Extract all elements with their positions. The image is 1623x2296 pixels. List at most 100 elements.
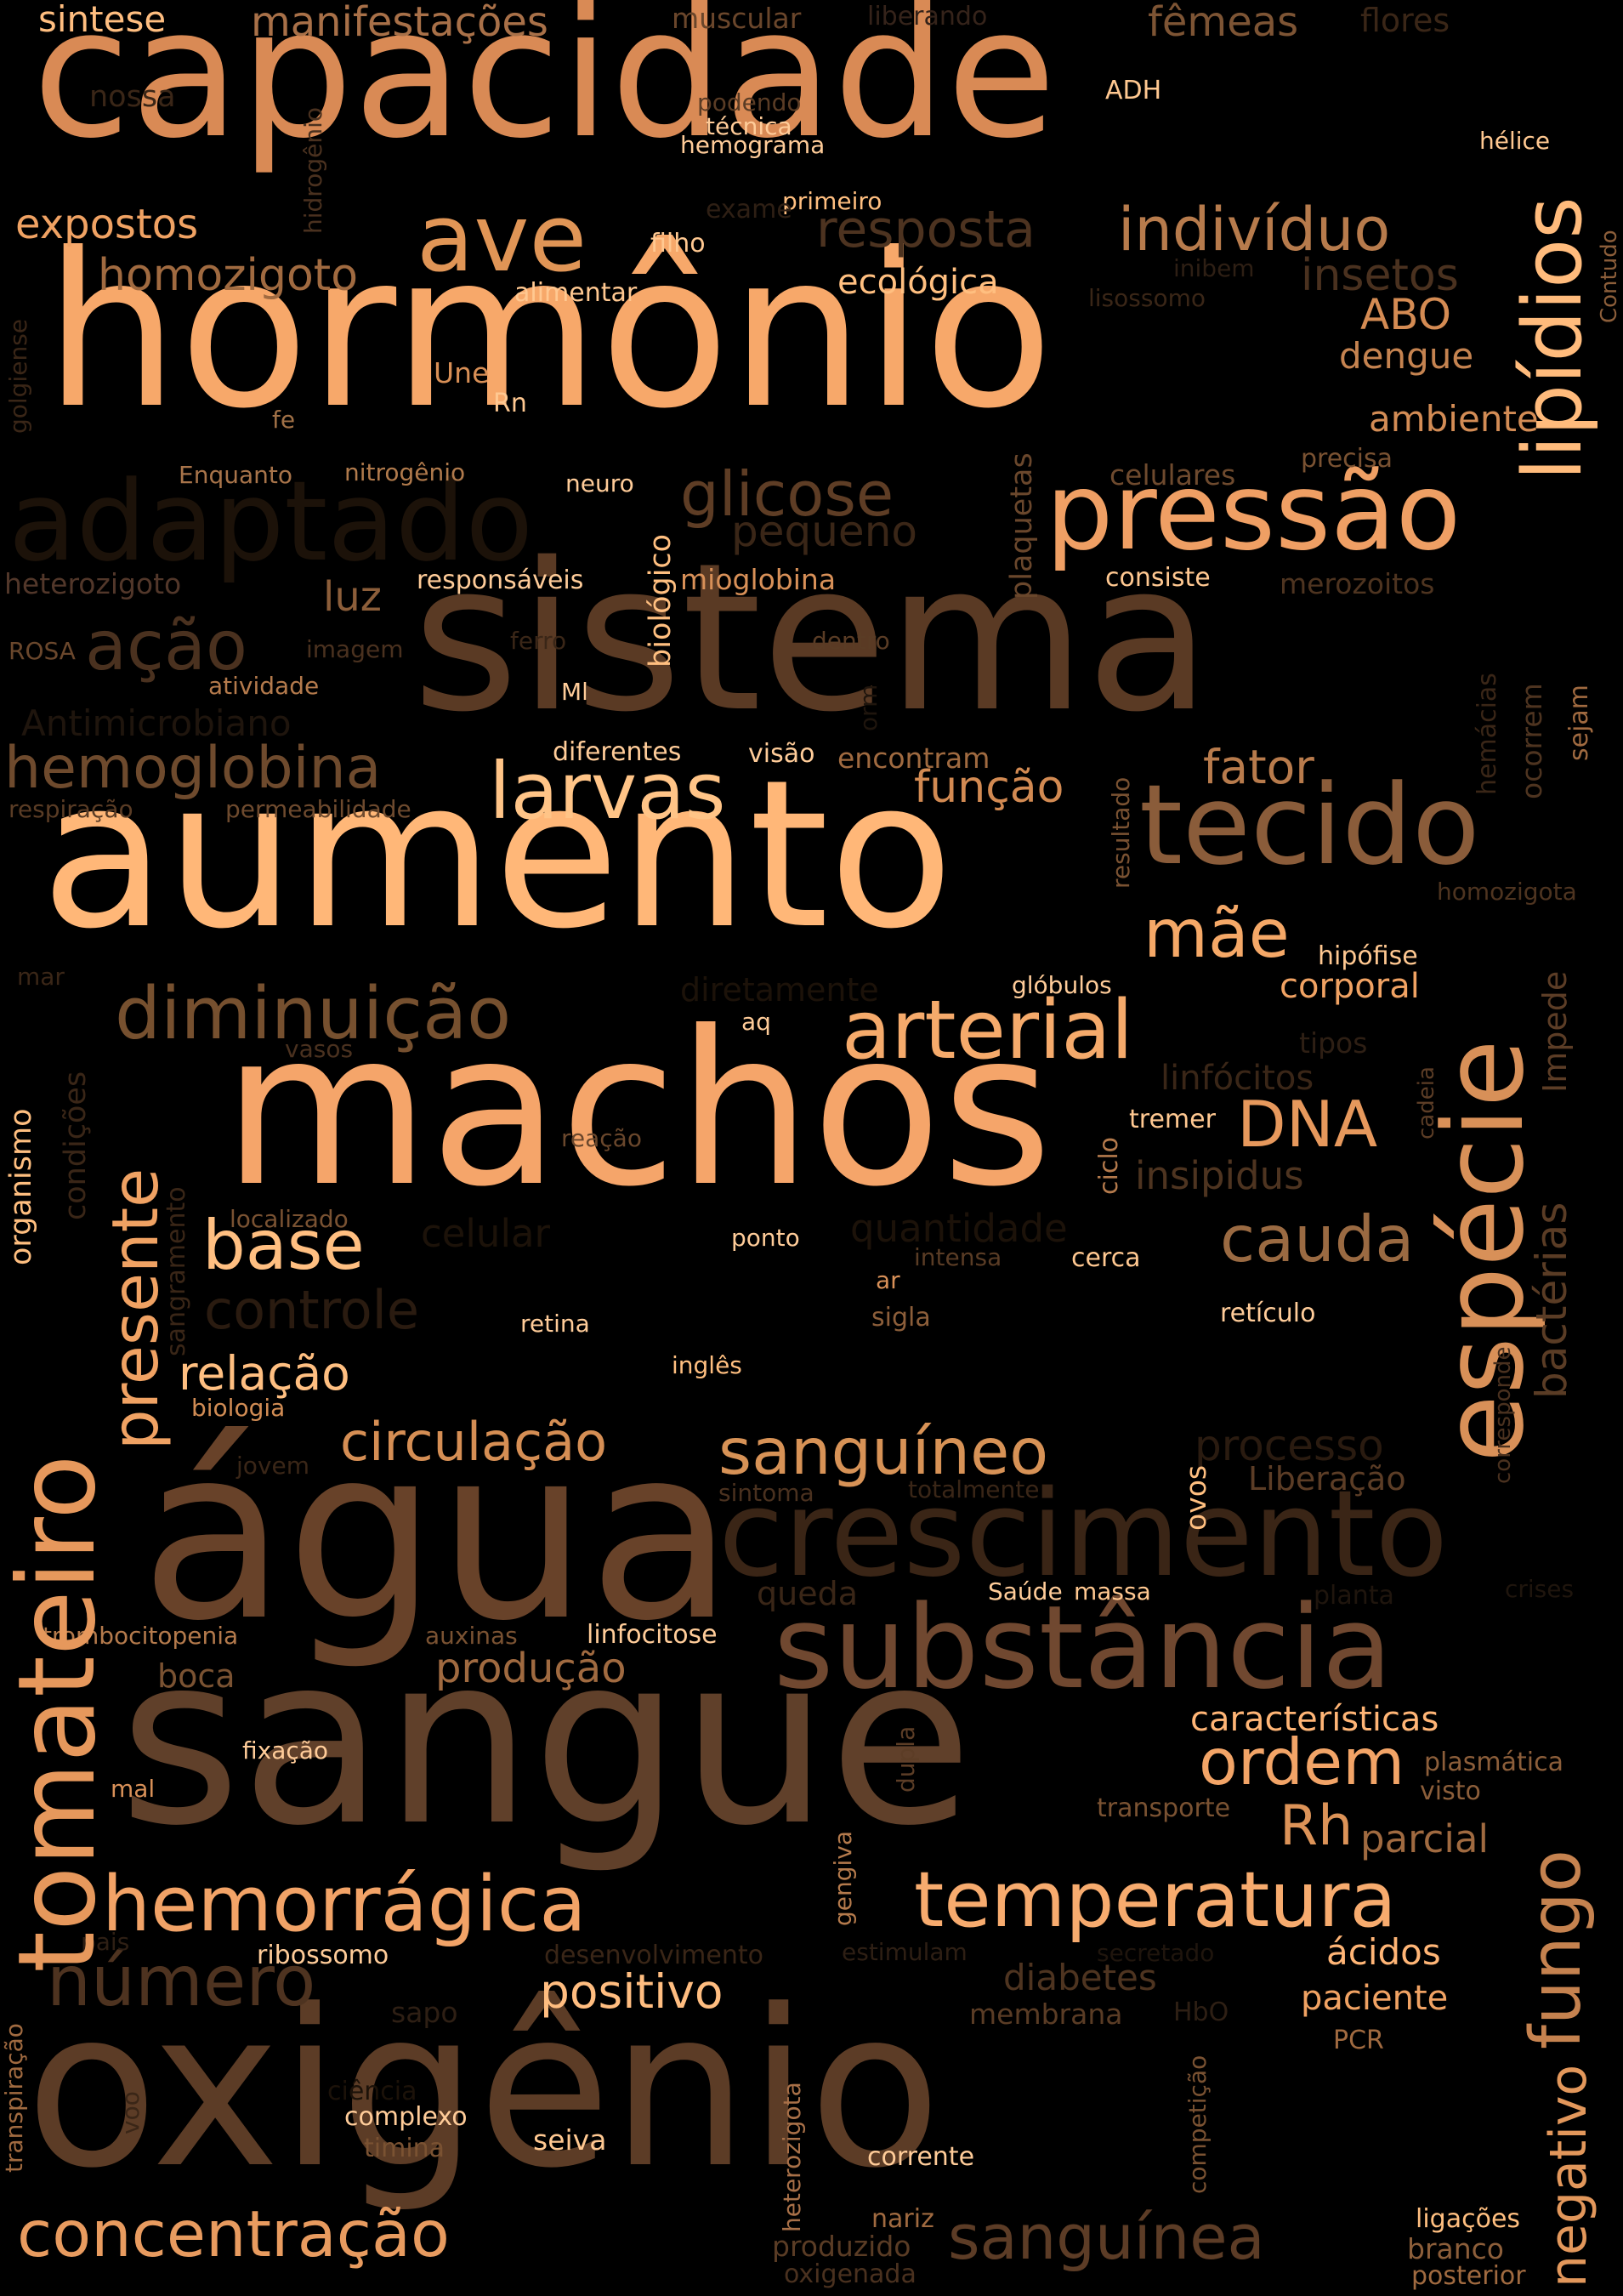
word: diabetes bbox=[1003, 1957, 1157, 1998]
word: diretamente bbox=[680, 971, 879, 1009]
word: heterozigoto bbox=[4, 567, 182, 600]
word: insetos bbox=[1301, 250, 1459, 301]
word: oxigênio bbox=[26, 1964, 942, 2216]
word-vertical: biológico bbox=[644, 533, 678, 668]
word: homozigota bbox=[1437, 878, 1577, 906]
word: ABO bbox=[1360, 290, 1451, 339]
word: Ml bbox=[561, 678, 588, 706]
word-vertical: corresponde bbox=[1490, 1346, 1516, 1484]
word: controle bbox=[204, 1279, 420, 1341]
word: substância bbox=[774, 1581, 1393, 1714]
word: hemorrágica bbox=[102, 1860, 587, 1949]
word-vertical: Contudo bbox=[1597, 230, 1622, 323]
word: características bbox=[1190, 1700, 1439, 1739]
word-vertical: resultado bbox=[1107, 776, 1135, 889]
word: aq bbox=[741, 1008, 771, 1036]
word: ADH bbox=[1105, 76, 1162, 105]
word: complexo bbox=[344, 2102, 468, 2132]
word: ordem bbox=[1199, 1725, 1405, 1799]
word: transporte bbox=[1097, 1793, 1231, 1823]
word: muscular bbox=[672, 2, 802, 35]
word: corporal bbox=[1280, 967, 1420, 1006]
word: inglês bbox=[672, 1351, 742, 1379]
word-vertical: bactérias bbox=[1527, 1202, 1576, 1399]
word: exame bbox=[706, 195, 792, 224]
word: circulação bbox=[340, 1411, 608, 1473]
word: fe bbox=[272, 406, 296, 434]
word-vertical: hemácias bbox=[1473, 673, 1502, 795]
word: HbO bbox=[1173, 1998, 1229, 2027]
word: respiração bbox=[9, 795, 133, 823]
word: técnica bbox=[706, 112, 792, 140]
word: trombocitopenia bbox=[43, 1622, 239, 1650]
word: ferro bbox=[510, 627, 567, 655]
word-vertical: sejam bbox=[1564, 684, 1594, 761]
word: paciente bbox=[1301, 1979, 1449, 2018]
word-vertical: dupla bbox=[892, 1725, 920, 1793]
word: massa bbox=[1074, 1577, 1151, 1605]
word: nossa bbox=[89, 80, 176, 114]
word: corrente bbox=[867, 2142, 975, 2172]
word: temperatura bbox=[914, 1856, 1397, 1945]
word-vertical: Impede bbox=[1536, 970, 1574, 1093]
word: planta bbox=[1314, 1581, 1394, 1611]
word: mal bbox=[111, 1775, 156, 1803]
word: biologia bbox=[191, 1394, 286, 1422]
word: inibem bbox=[1173, 254, 1255, 282]
word: lisossomo bbox=[1088, 284, 1206, 312]
word-vertical: voo bbox=[116, 2091, 145, 2134]
word: Liberação bbox=[1248, 1460, 1406, 1498]
word: crescimento bbox=[718, 1465, 1449, 1604]
word: timina bbox=[364, 2134, 445, 2163]
word: produzido bbox=[772, 2230, 911, 2263]
word: visto bbox=[1420, 1776, 1481, 1806]
word: pressão bbox=[1046, 451, 1461, 574]
word: pais bbox=[81, 1928, 130, 1956]
word: seiva bbox=[533, 2123, 607, 2157]
word: Saúde bbox=[988, 1577, 1063, 1605]
word: ribossomo bbox=[257, 1941, 389, 1970]
word: número bbox=[47, 1941, 316, 2022]
word: podendo bbox=[697, 88, 802, 117]
word-vertical: competição bbox=[1183, 2054, 1212, 2194]
word: permeabilidade bbox=[225, 795, 411, 823]
word: sapo bbox=[391, 1996, 458, 2029]
word: hipófise bbox=[1318, 941, 1418, 971]
word: ROSA bbox=[9, 637, 76, 665]
word: processo bbox=[1195, 1421, 1384, 1470]
word: luz bbox=[323, 573, 382, 621]
word-vertical: ciclo bbox=[1094, 1136, 1124, 1195]
word: celular bbox=[421, 1211, 551, 1256]
word-vertical: orm bbox=[854, 684, 882, 731]
word-vertical: plaquetas bbox=[1005, 452, 1039, 600]
word-vertical: organismo bbox=[4, 1108, 38, 1265]
word: base bbox=[202, 1206, 365, 1285]
word: hormônio bbox=[44, 207, 1054, 455]
word: água bbox=[140, 1396, 735, 1674]
word: secretado bbox=[1097, 1939, 1215, 1967]
word: arterial bbox=[842, 984, 1134, 1077]
word: fator bbox=[1203, 740, 1314, 794]
word: dengue bbox=[1339, 335, 1474, 377]
word: larvas bbox=[489, 746, 726, 837]
word: ecológica bbox=[837, 263, 999, 302]
word-vertical: fungo bbox=[1516, 1849, 1597, 2049]
word: manifestações bbox=[251, 0, 548, 46]
word: insipidus bbox=[1135, 1153, 1304, 1198]
word: sigla bbox=[871, 1303, 931, 1333]
word-vertical: lipídios bbox=[1507, 196, 1600, 480]
word: hemoglobina bbox=[4, 735, 382, 802]
word: mar bbox=[17, 963, 65, 991]
word-vertical: presente bbox=[98, 1168, 173, 1450]
word-vertical: transpiração bbox=[0, 2023, 28, 2173]
word-vertical: gengiva bbox=[829, 1830, 857, 1926]
word: parcial bbox=[1360, 1816, 1489, 1861]
word-vertical: negativo bbox=[1539, 2064, 1598, 2287]
word: localizado bbox=[230, 1205, 349, 1233]
word: relação bbox=[179, 1346, 350, 1401]
word: glicose bbox=[680, 458, 894, 530]
word: mioglobina bbox=[680, 563, 837, 596]
word: resposta bbox=[816, 200, 1036, 259]
word: glóbulos bbox=[1012, 971, 1112, 999]
word: sistema bbox=[412, 519, 1212, 757]
